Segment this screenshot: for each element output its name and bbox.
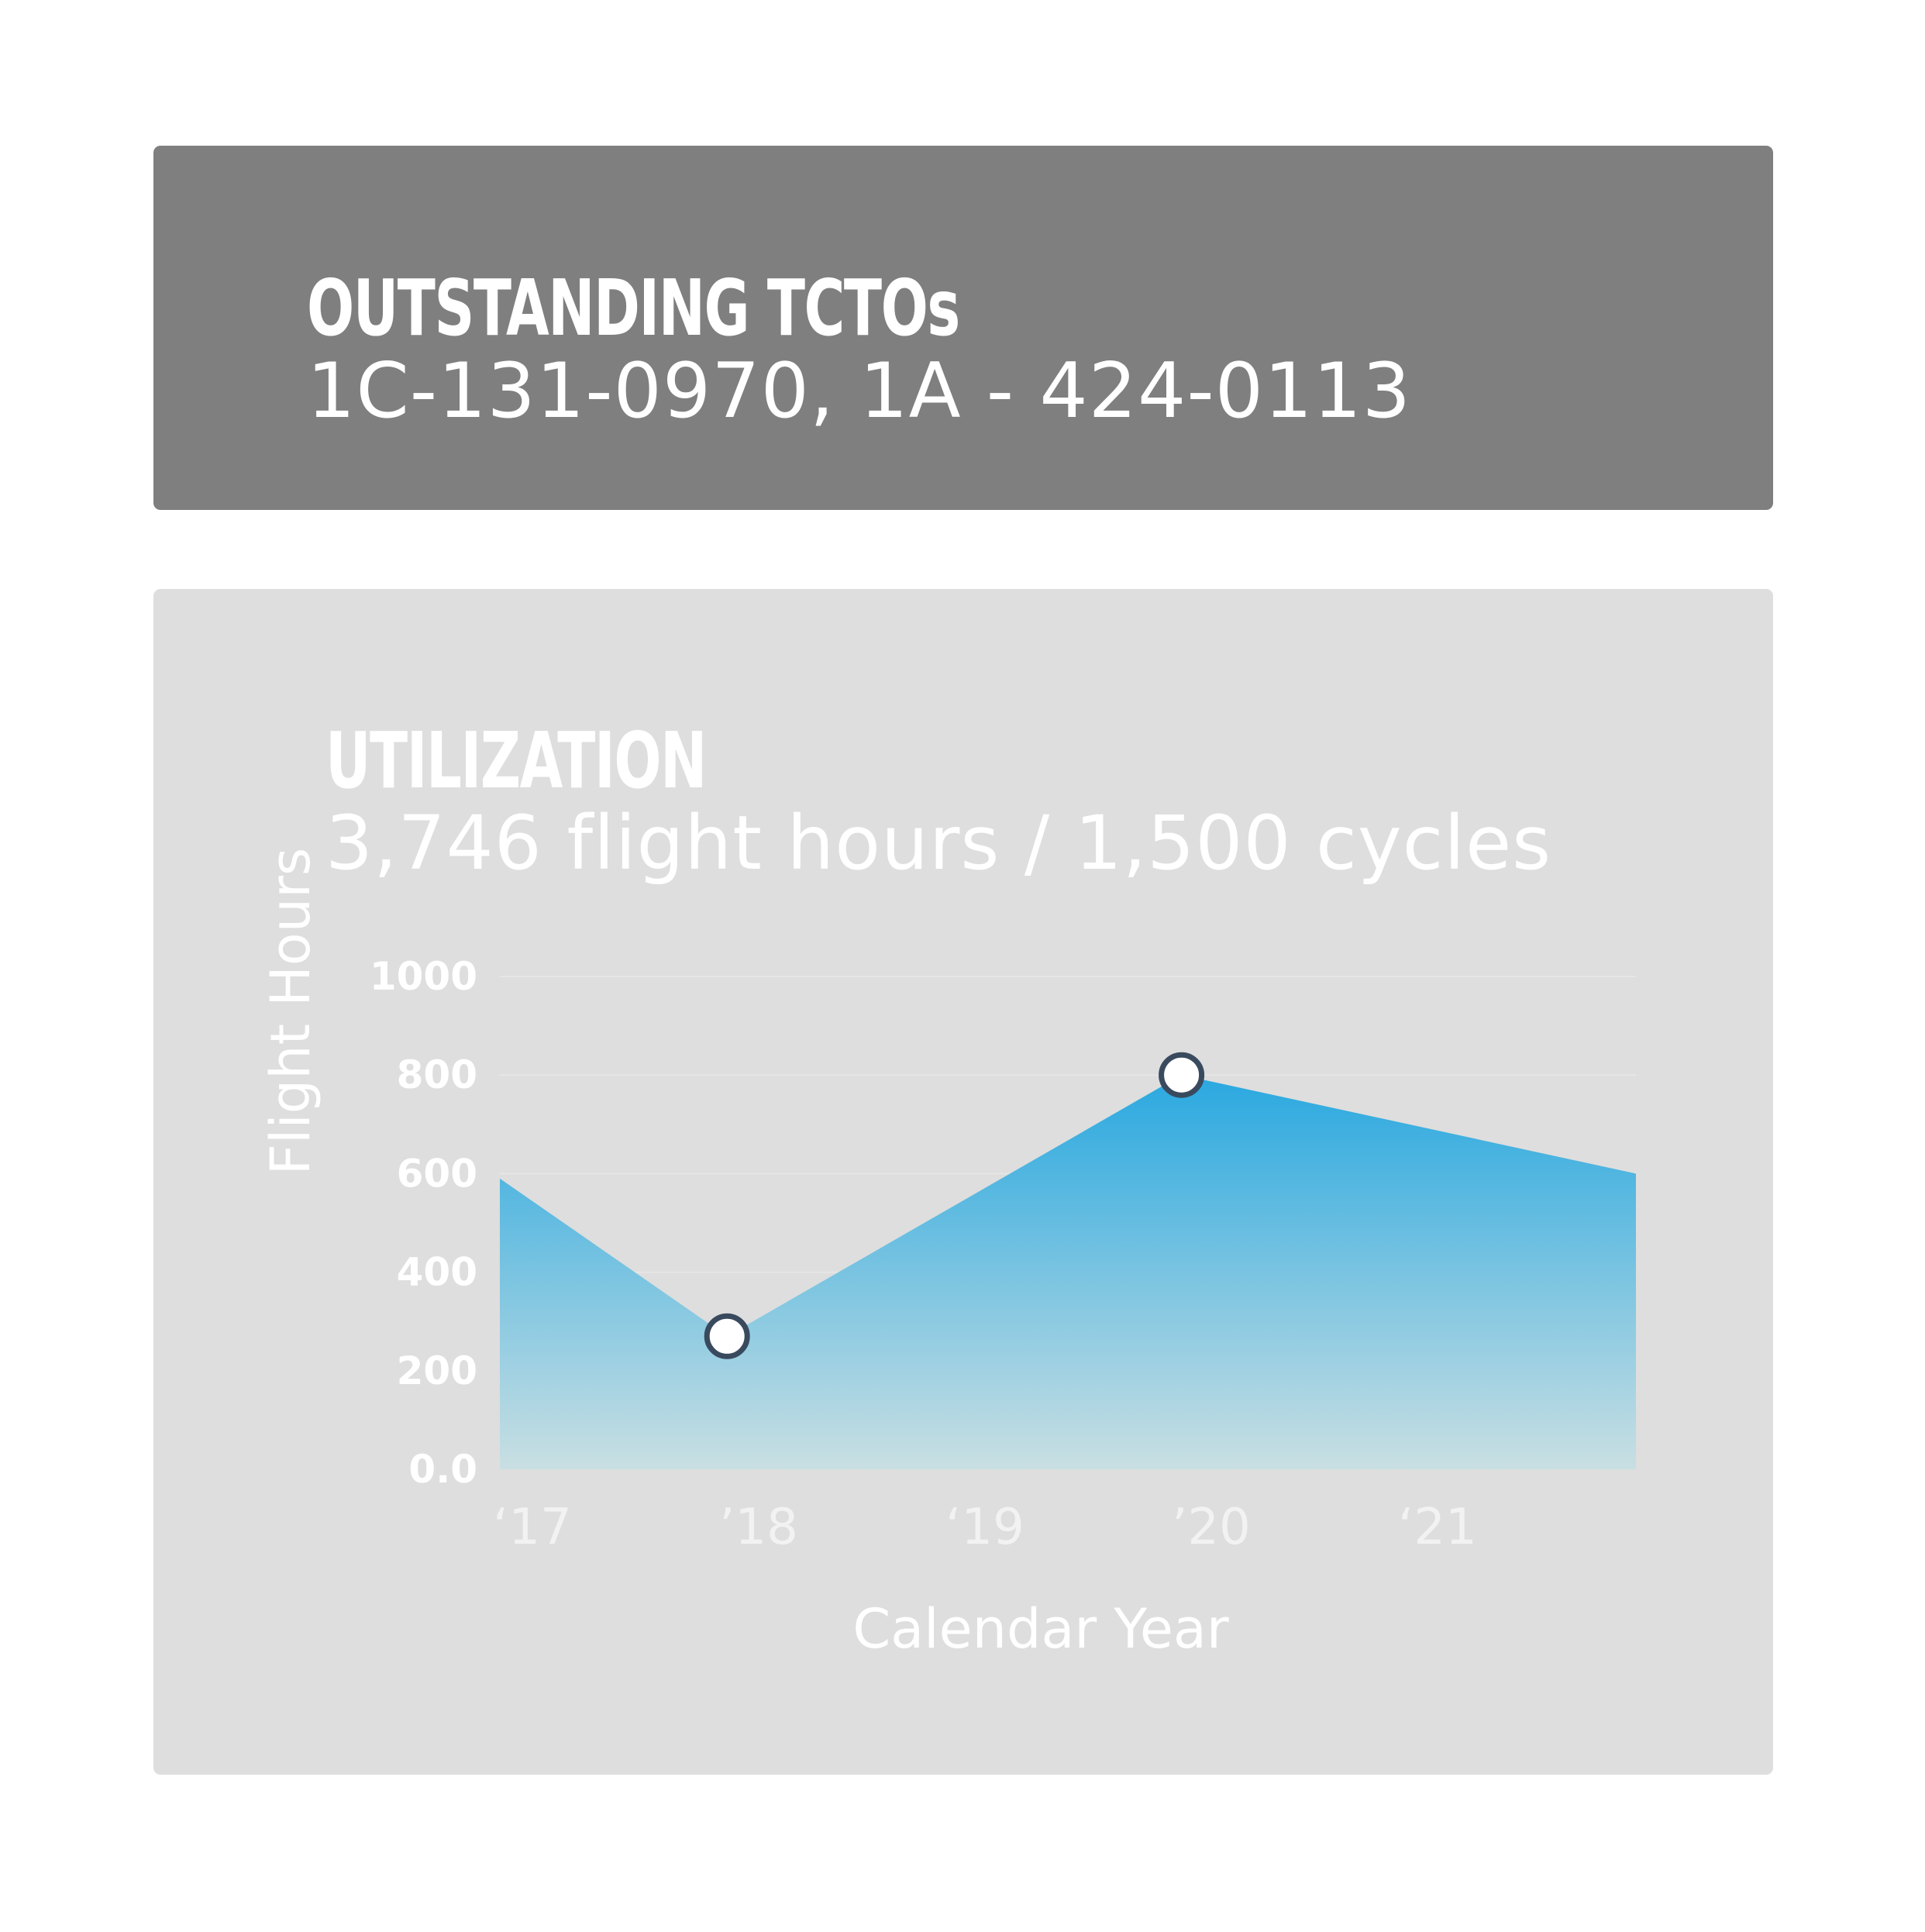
tcto-panel: OUTSTANDING TCTOs 1C-131-0970, 1A - 424-… bbox=[153, 146, 1773, 510]
x-tick-label: ‘21 bbox=[1398, 1499, 1477, 1556]
y-axis-ticks: 0.0 200 400 600 800 1000 bbox=[370, 954, 477, 1492]
y-tick-label: 600 bbox=[397, 1151, 477, 1196]
utilization-title: UTILIZATION bbox=[325, 715, 707, 806]
tcto-list: 1C-131-0970, 1A - 424-0113 bbox=[307, 347, 1412, 436]
y-tick-label: 200 bbox=[397, 1348, 477, 1393]
y-axis-title: Flight Hours bbox=[259, 848, 322, 1176]
point-markers bbox=[704, 1052, 1205, 1359]
y-tick-label: 400 bbox=[397, 1250, 477, 1295]
utilization-chart: 0.0 200 400 600 800 1000 ‘17 ’18 ‘19 ’20 ‘21 Flig… bbox=[259, 848, 1636, 1661]
tcto-title: OUTSTANDING TCTOs bbox=[307, 263, 960, 353]
x-tick-label: ’20 bbox=[1172, 1499, 1251, 1556]
x-tick-label: ’18 bbox=[719, 1499, 798, 1556]
x-tick-label: ‘19 bbox=[945, 1499, 1024, 1556]
area-fill bbox=[500, 1075, 1636, 1469]
y-tick-label: 800 bbox=[397, 1052, 477, 1097]
utilization-summary: 3,746 flight hours / 1,500 cycles bbox=[325, 800, 1552, 887]
x-axis-title: Calendar Year bbox=[852, 1597, 1228, 1661]
x-tick-label: ‘17 bbox=[493, 1499, 572, 1556]
utilization-panel: UTILIZATION 3,746 flight hours / 1,500 c… bbox=[153, 589, 1773, 1775]
x-axis-ticks: ‘17 ’18 ‘19 ’20 ‘21 bbox=[493, 1499, 1477, 1556]
data-point-marker bbox=[1159, 1052, 1205, 1098]
y-tick-label: 0.0 bbox=[408, 1447, 477, 1492]
data-point-marker bbox=[704, 1313, 750, 1359]
y-tick-label: 1000 bbox=[370, 954, 477, 999]
area-series bbox=[500, 1075, 1636, 1469]
